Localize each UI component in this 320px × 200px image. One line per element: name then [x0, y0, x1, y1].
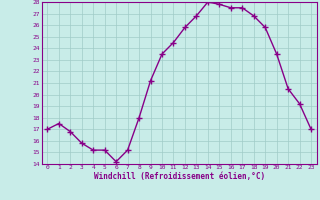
- X-axis label: Windchill (Refroidissement éolien,°C): Windchill (Refroidissement éolien,°C): [94, 172, 265, 181]
